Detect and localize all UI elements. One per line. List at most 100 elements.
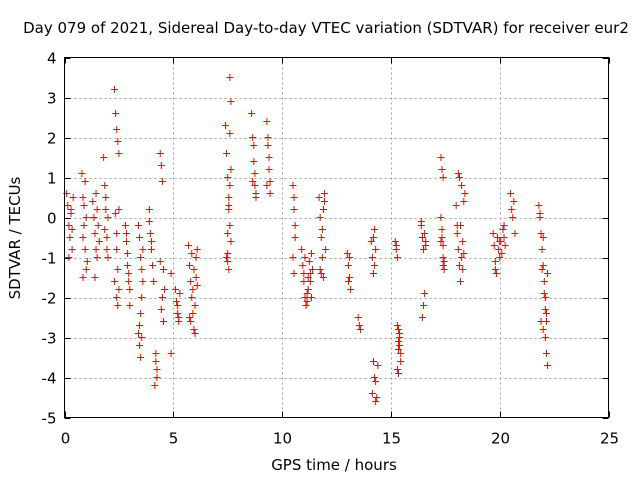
data-point-marker <box>317 270 325 277</box>
data-point-marker <box>103 246 111 253</box>
data-point-marker <box>138 294 146 301</box>
data-point-marker <box>395 370 403 377</box>
data-point-marker <box>461 190 469 197</box>
data-point-marker <box>346 274 354 281</box>
data-point-marker <box>322 246 330 253</box>
data-point-marker <box>249 178 257 185</box>
data-point-marker <box>93 254 101 261</box>
data-point-marker <box>150 278 158 285</box>
data-point-marker <box>95 238 103 245</box>
data-point-marker <box>167 350 175 357</box>
data-point-marker <box>250 158 258 165</box>
data-point-marker <box>104 254 112 261</box>
data-point-marker <box>395 338 403 345</box>
data-point-marker <box>453 230 461 237</box>
data-point-marker <box>100 154 108 161</box>
data-point-marker <box>187 278 195 285</box>
data-point-marker <box>126 302 134 309</box>
data-point-marker <box>454 246 462 253</box>
data-point-marker <box>158 178 166 185</box>
data-point-marker <box>422 238 430 245</box>
data-point-marker <box>126 286 134 293</box>
data-point-marker <box>186 262 194 269</box>
data-point-marker <box>460 198 468 205</box>
data-point-marker <box>189 286 197 293</box>
data-point-marker <box>161 286 169 293</box>
data-point-marker <box>113 126 121 133</box>
y-tick-label: -4 <box>42 370 57 388</box>
data-point-marker <box>291 234 299 241</box>
data-point-marker <box>539 234 547 241</box>
data-point-marker <box>123 230 131 237</box>
data-point-marker <box>114 266 122 273</box>
x-tick-label: 25 <box>600 430 619 448</box>
data-point-marker <box>455 262 463 269</box>
x-axis-label: GPS time / hours <box>271 456 397 474</box>
data-point-marker <box>81 246 89 253</box>
data-point-marker <box>305 258 313 265</box>
data-point-marker <box>101 182 109 189</box>
data-point-marker <box>136 342 144 349</box>
data-point-marker <box>304 286 312 293</box>
data-point-marker <box>224 174 232 181</box>
data-point-marker <box>112 110 120 117</box>
data-point-marker <box>149 262 157 269</box>
x-tick-label: 0 <box>61 430 71 448</box>
data-point-marker <box>157 306 165 313</box>
data-point-marker <box>437 154 445 161</box>
plot-frame <box>64 57 609 418</box>
data-point-marker <box>92 190 100 197</box>
data-point-marker <box>501 242 509 249</box>
data-point-marker <box>89 198 97 205</box>
data-point-marker <box>537 230 545 237</box>
data-point-marker <box>492 270 500 277</box>
data-point-marker <box>223 254 231 261</box>
data-point-marker <box>69 194 77 201</box>
data-point-marker <box>511 230 519 237</box>
data-point-marker <box>93 206 101 213</box>
data-point-marker <box>249 134 257 141</box>
data-point-marker <box>171 286 179 293</box>
data-point-marker <box>67 206 75 213</box>
data-point-marker <box>137 310 145 317</box>
data-point-marker <box>343 250 351 257</box>
data-point-marker <box>250 142 258 149</box>
data-point-marker <box>356 326 364 333</box>
data-point-marker <box>252 190 260 197</box>
data-point-marker <box>301 254 309 261</box>
data-point-marker <box>455 174 463 181</box>
data-point-marker <box>393 366 401 373</box>
data-point-marker <box>167 270 175 277</box>
data-point-marker <box>538 246 546 253</box>
data-point-marker <box>266 178 274 185</box>
data-point-marker <box>225 194 233 201</box>
data-point-marker <box>309 266 317 273</box>
data-point-marker <box>113 246 121 253</box>
data-point-marker <box>134 330 142 337</box>
data-point-marker <box>104 214 112 221</box>
data-point-marker <box>418 234 426 241</box>
data-point-marker <box>251 182 259 189</box>
data-point-marker <box>539 326 547 333</box>
data-point-marker <box>190 326 198 333</box>
data-point-marker <box>374 362 382 369</box>
data-point-marker <box>392 242 400 249</box>
data-point-marker <box>125 278 133 285</box>
data-point-marker <box>500 234 508 241</box>
data-point-marker <box>263 118 271 125</box>
data-point-marker <box>421 230 429 237</box>
data-point-marker <box>137 354 145 361</box>
data-point-marker <box>145 206 153 213</box>
data-point-marker <box>113 230 121 237</box>
data-point-marker <box>368 254 376 261</box>
data-point-marker <box>496 254 504 261</box>
data-point-marker <box>251 170 259 177</box>
data-point-marker <box>151 382 159 389</box>
data-point-marker <box>189 310 197 317</box>
data-point-marker <box>459 266 467 273</box>
data-point-marker <box>371 226 379 233</box>
data-point-marker <box>290 206 298 213</box>
data-point-marker <box>318 226 326 233</box>
data-point-marker <box>393 254 401 261</box>
data-point-marker <box>291 222 299 229</box>
